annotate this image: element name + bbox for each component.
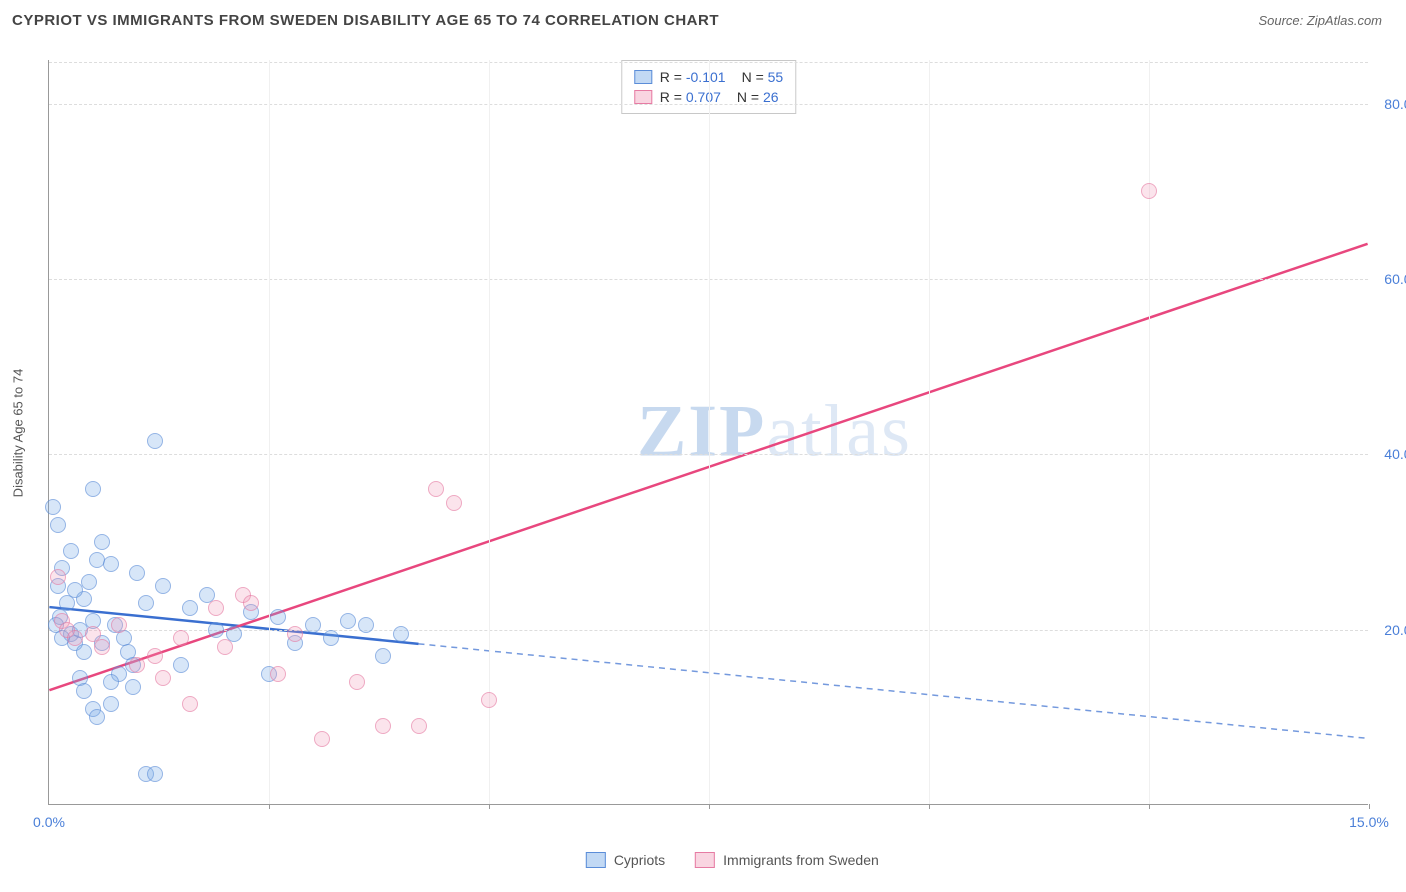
y-tick-label: 60.0% — [1374, 271, 1406, 287]
data-point — [323, 630, 339, 646]
gridline-v — [1149, 60, 1150, 804]
chart-container: Disability Age 65 to 74 ZIPatlas R = -0.… — [48, 60, 1368, 805]
data-point — [1141, 183, 1157, 199]
chart-source: Source: ZipAtlas.com — [1258, 13, 1382, 28]
data-point — [358, 617, 374, 633]
data-point — [67, 582, 83, 598]
stat-legend-text: R = -0.101N = 55 — [660, 69, 783, 85]
data-point — [208, 600, 224, 616]
data-point — [446, 495, 462, 511]
data-point — [270, 666, 286, 682]
legend-label: Cypriots — [614, 852, 665, 868]
watermark: ZIPatlas — [637, 390, 912, 475]
data-point — [67, 630, 83, 646]
x-tick-mark — [929, 804, 930, 809]
chart-title: CYPRIOT VS IMMIGRANTS FROM SWEDEN DISABI… — [12, 12, 719, 29]
x-tick-mark — [269, 804, 270, 809]
bottom-legend: Cypriots Immigrants from Sweden — [586, 852, 879, 868]
x-tick-mark — [1369, 804, 1370, 809]
data-point — [155, 578, 171, 594]
bottom-legend-item: Immigrants from Sweden — [695, 852, 879, 868]
data-point — [147, 433, 163, 449]
data-point — [314, 731, 330, 747]
data-point — [111, 617, 127, 633]
y-tick-label: 40.0% — [1374, 446, 1406, 462]
y-tick-label: 20.0% — [1374, 622, 1406, 638]
data-point — [428, 481, 444, 497]
data-point — [182, 696, 198, 712]
data-point — [375, 648, 391, 664]
data-point — [155, 670, 171, 686]
data-point — [270, 609, 286, 625]
data-point — [50, 569, 66, 585]
legend-swatch — [634, 90, 652, 104]
data-point — [349, 674, 365, 690]
x-tick-mark — [709, 804, 710, 809]
data-point — [50, 517, 66, 533]
data-point — [138, 595, 154, 611]
data-point — [147, 766, 163, 782]
data-point — [45, 499, 61, 515]
data-point — [182, 600, 198, 616]
data-point — [305, 617, 321, 633]
data-point — [103, 696, 119, 712]
stat-legend-text: R = 0.707N = 26 — [660, 89, 779, 105]
data-point — [208, 622, 224, 638]
x-tick-label: 15.0% — [1349, 814, 1389, 830]
data-point — [94, 534, 110, 550]
data-point — [243, 595, 259, 611]
data-point — [76, 644, 92, 660]
data-point — [94, 639, 110, 655]
legend-swatch — [586, 852, 606, 868]
x-tick-label: 0.0% — [33, 814, 65, 830]
y-tick-label: 80.0% — [1374, 96, 1406, 112]
data-point — [173, 630, 189, 646]
data-point — [85, 481, 101, 497]
data-point — [129, 657, 145, 673]
data-point — [173, 657, 189, 673]
data-point — [287, 626, 303, 642]
gridline-v — [269, 60, 270, 804]
y-axis-label: Disability Age 65 to 74 — [11, 368, 26, 497]
legend-swatch — [634, 70, 652, 84]
data-point — [411, 718, 427, 734]
plot-area: ZIPatlas R = -0.101N = 55 R = 0.707N = 26… — [48, 60, 1368, 805]
data-point — [481, 692, 497, 708]
data-point — [76, 683, 92, 699]
data-point — [103, 674, 119, 690]
data-point — [103, 556, 119, 572]
x-tick-mark — [1149, 804, 1150, 809]
legend-swatch — [695, 852, 715, 868]
bottom-legend-item: Cypriots — [586, 852, 665, 868]
legend-label: Immigrants from Sweden — [723, 852, 879, 868]
data-point — [393, 626, 409, 642]
data-point — [147, 648, 163, 664]
data-point — [63, 543, 79, 559]
data-point — [125, 679, 141, 695]
data-point — [217, 639, 233, 655]
data-point — [89, 709, 105, 725]
data-point — [375, 718, 391, 734]
gridline-v — [709, 60, 710, 804]
chart-header: CYPRIOT VS IMMIGRANTS FROM SWEDEN DISABI… — [0, 0, 1406, 37]
trend-line-dashed — [418, 644, 1367, 739]
x-tick-mark — [489, 804, 490, 809]
data-point — [340, 613, 356, 629]
data-point — [129, 565, 145, 581]
gridline-v — [929, 60, 930, 804]
